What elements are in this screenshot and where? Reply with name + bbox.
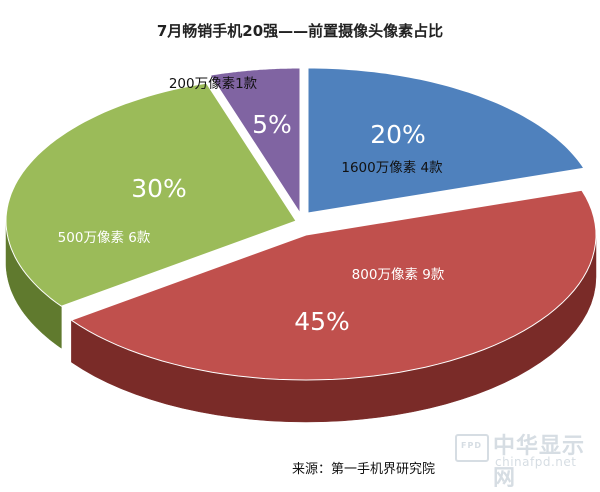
pie-category-label-0: 1600万像素 4款	[341, 160, 443, 176]
watermark-box-text: FPD	[461, 441, 482, 450]
pie-slice-2	[5, 82, 297, 307]
pie-percent-label-2: 30%	[131, 174, 187, 203]
pie-slice-0	[307, 67, 585, 214]
source-note: 来源：第一手机界研究院	[292, 462, 436, 477]
pie-category-label-3: 200万像素1款	[169, 76, 258, 92]
pie-category-label-2: 500万像素 6款	[58, 230, 151, 246]
pie-percent-label-3: 5%	[252, 110, 292, 139]
pie-slice-1	[70, 189, 597, 381]
watermark-logo: FPD 中华显示网 chinafpd.net	[455, 428, 595, 491]
pie-tops	[5, 67, 597, 381]
watermark-cn: 中华显示网	[493, 434, 586, 491]
watermark-box: FPD	[455, 434, 489, 462]
chart-title: 7月畅销手机20强——前置摄像头像素占比	[156, 22, 444, 40]
pie-slice-3	[209, 67, 301, 215]
watermark-en: chinafpd.net	[495, 455, 577, 469]
pie-labels: 20% 1600万像素 4款 45% 800万像素 9款 30% 500万像素 6款 5% 2…	[58, 76, 445, 336]
pie-percent-label-0: 20%	[370, 120, 426, 149]
pie-category-label-1: 800万像素 9款	[352, 267, 445, 283]
pie-percent-label-1: 45%	[294, 307, 350, 336]
